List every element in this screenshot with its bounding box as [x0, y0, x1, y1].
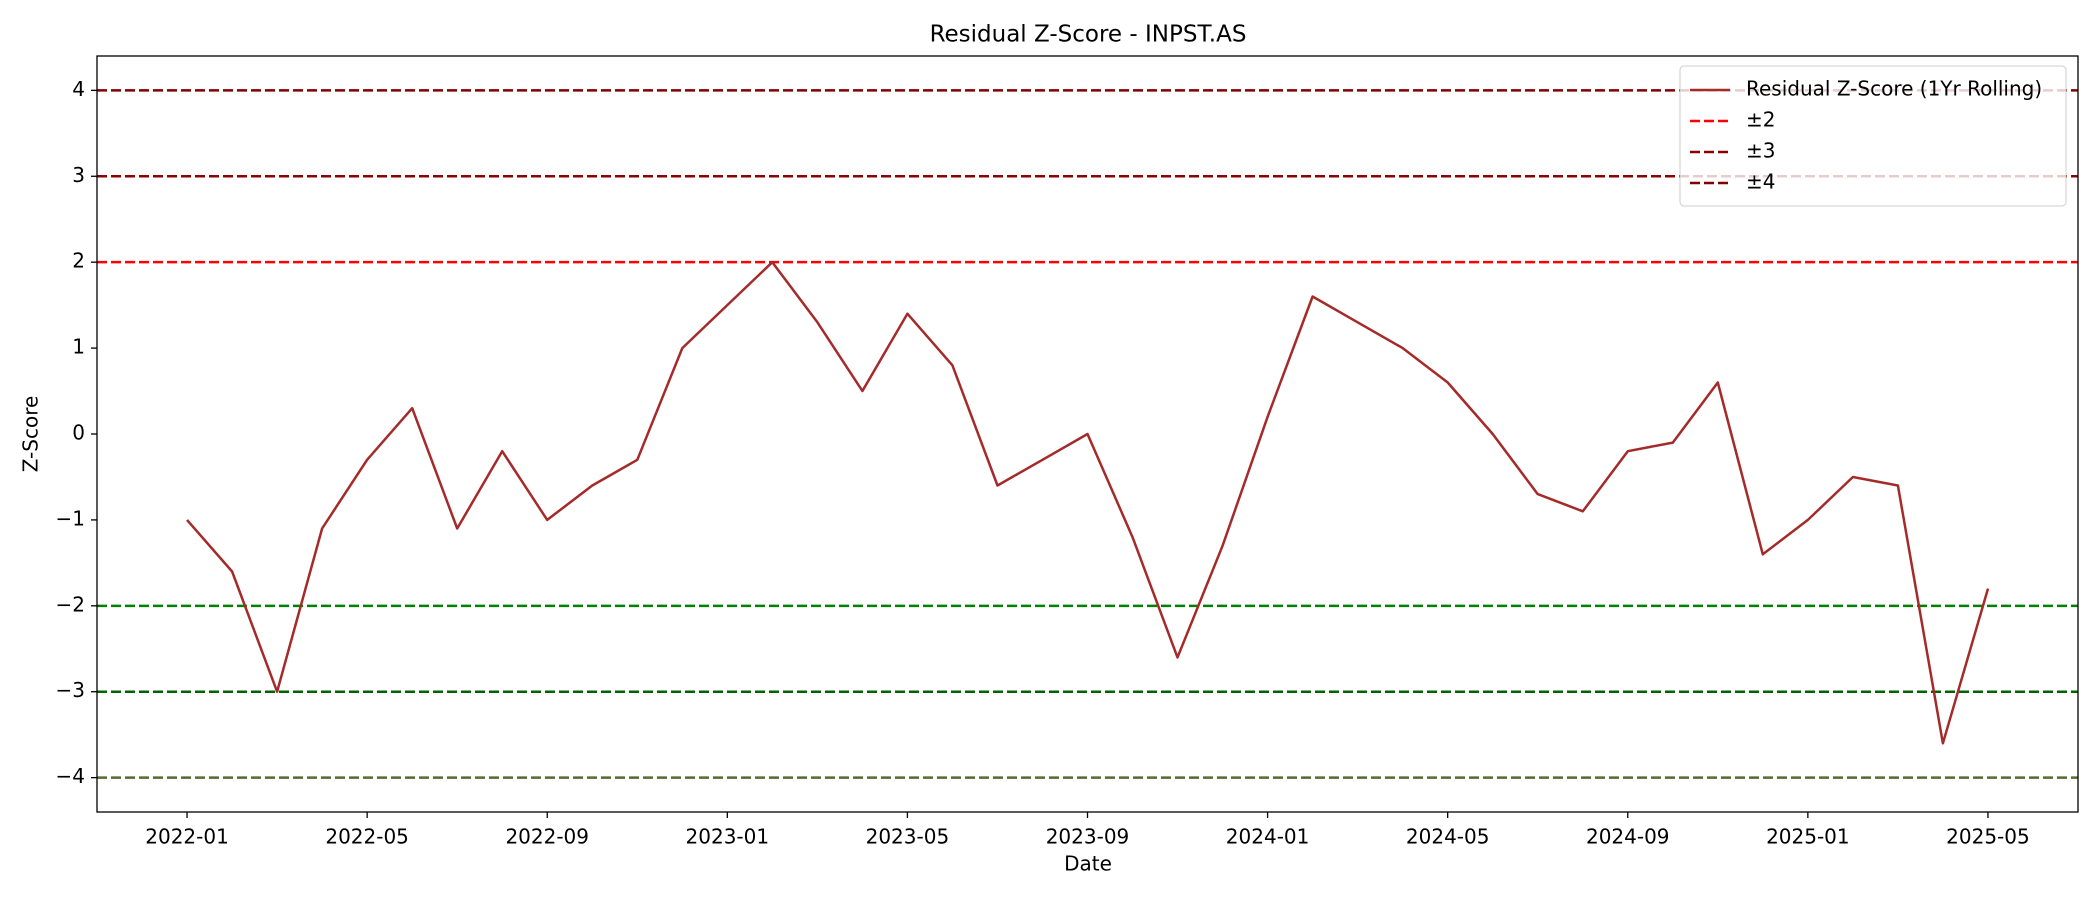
x-tick-label: 2025-05	[1946, 825, 2030, 849]
x-tick-label: 2023-01	[686, 825, 770, 849]
y-tick-label: −1	[56, 506, 85, 530]
x-tick-label: 2024-09	[1586, 825, 1670, 849]
series-line	[186, 260, 1990, 745]
legend-label: ±3	[1746, 139, 1775, 163]
x-tick-label: 2025-01	[1766, 825, 1850, 849]
x-tick-label: 2024-05	[1406, 825, 1490, 849]
x-tick-label: 2023-05	[866, 825, 950, 849]
legend-label: ±4	[1746, 170, 1775, 194]
y-axis-label: Z-Score	[19, 396, 43, 473]
y-tick-label: −2	[56, 592, 85, 616]
legend: Residual Z-Score (1Yr Rolling) ±2 ±3 ±4	[1679, 65, 2067, 207]
x-tick-label: 2024-01	[1226, 825, 1310, 849]
legend-box	[1679, 65, 2067, 207]
chart-title: Residual Z-Score - INPST.AS	[930, 22, 1247, 48]
x-axis-label: Date	[1064, 852, 1112, 876]
y-tick-label: 0	[72, 421, 85, 445]
y-tick-label: −3	[56, 678, 85, 702]
y-tick-label: 3	[72, 163, 85, 187]
legend-label: Residual Z-Score (1Yr Rolling)	[1746, 77, 2042, 101]
x-tick-label: 2023-09	[1046, 825, 1130, 849]
x-tick-label: 2022-01	[145, 825, 229, 849]
y-tick-label: −4	[56, 764, 85, 788]
plot-frame	[96, 55, 2079, 813]
x-tick-label: 2022-09	[505, 825, 589, 849]
y-tick-label: 2	[72, 249, 85, 273]
y-tick-label: 1	[72, 335, 85, 359]
x-tick-label: 2022-05	[325, 825, 409, 849]
y-tick-label: 4	[72, 77, 85, 101]
legend-label: ±2	[1746, 108, 1775, 132]
